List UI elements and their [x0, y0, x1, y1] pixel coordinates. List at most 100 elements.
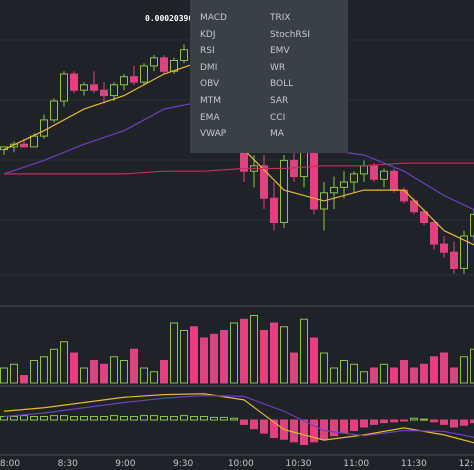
macd-bar [410, 417, 418, 421]
candle-body [20, 143, 28, 148]
time-label: 11:30 [401, 459, 427, 469]
volume-bar [110, 356, 118, 384]
macd-bar [70, 416, 78, 421]
menu-item[interactable]: StochRSI [270, 29, 311, 40]
menu-item[interactable]: MTM [200, 96, 222, 106]
candle-body [90, 84, 98, 91]
candle-body [80, 84, 88, 91]
menu-item[interactable]: MA [270, 129, 284, 140]
menu-item[interactable]: EMV [270, 46, 290, 57]
volume-bar [20, 375, 28, 384]
volume-bar [180, 330, 188, 384]
volume-bar [10, 363, 18, 384]
volume-bar [50, 348, 58, 384]
macd-bar [440, 419, 448, 425]
volume-bar [90, 360, 98, 384]
macd-bar [10, 416, 18, 421]
menu-item[interactable]: OBV [200, 79, 220, 90]
macd-bar [250, 419, 258, 430]
macd-bar [240, 419, 248, 425]
menu-item[interactable]: VWAP [200, 129, 227, 140]
macd-bar [260, 419, 268, 434]
macd-bar [130, 416, 138, 421]
volume-bar [240, 318, 248, 384]
macd-bar [450, 419, 458, 428]
candle-body [370, 165, 378, 180]
menu-item[interactable]: TRIX [270, 13, 291, 23]
time-label: 11:00 [343, 459, 369, 469]
volume-bar [360, 371, 368, 384]
macd-bar [150, 415, 158, 421]
menu-item[interactable]: MACD [200, 13, 227, 23]
time-label: 8:30 [58, 459, 78, 469]
macd-bar [360, 419, 368, 428]
volume-bar [390, 367, 398, 384]
macd-bar [20, 415, 28, 421]
volume-bar [440, 352, 448, 384]
candle-body [460, 235, 468, 269]
menu-item[interactable]: BOLL [270, 79, 294, 90]
macd-bar [80, 416, 88, 421]
macd-bar [310, 419, 318, 443]
macd-bar [390, 419, 398, 423]
volume-bar [410, 367, 418, 384]
menu-item[interactable]: WR [270, 62, 286, 73]
volume-bar [200, 337, 208, 384]
menu-item[interactable]: CCI [270, 112, 286, 123]
time-label: 10:00 [228, 459, 254, 469]
macd-bar [210, 416, 218, 421]
volume-bar [270, 322, 278, 384]
grid [0, 39, 474, 276]
candle-body [160, 57, 168, 72]
macd-bar [200, 416, 208, 421]
volume-bar [120, 360, 128, 384]
macd-bar [170, 416, 178, 421]
candle-body [390, 170, 398, 191]
candle-body [450, 251, 458, 269]
candle-body [270, 197, 278, 223]
candle-body [10, 143, 18, 148]
volume-bar [230, 322, 238, 384]
menu-item[interactable]: RSI [200, 46, 215, 57]
candle-body [30, 135, 38, 148]
volume-bar [60, 341, 68, 384]
menu-item[interactable]: SAR [270, 96, 289, 106]
volume-bar [40, 356, 48, 384]
volume-bar [160, 360, 168, 384]
menu-item[interactable]: DMI [200, 62, 218, 73]
macd-bar [320, 419, 328, 440]
candle-body [40, 119, 48, 137]
macd-bar [300, 419, 308, 445]
volume-bar [370, 367, 378, 384]
macd-bar [0, 416, 8, 421]
macd-bar [350, 419, 358, 431]
candle-body [400, 189, 408, 202]
volume-bar [100, 363, 108, 384]
volume-bar [450, 367, 458, 384]
macd-bar [50, 415, 58, 421]
volume-bar [400, 360, 408, 384]
volume-bar [430, 356, 438, 384]
menu-item[interactable]: KDJ [200, 29, 216, 40]
volume-bar [460, 356, 468, 384]
candle-body [350, 173, 358, 183]
macd-bar [400, 419, 408, 422]
volume-bar [80, 367, 88, 384]
volume-bar [340, 360, 348, 384]
macd-line [3, 393, 474, 444]
candle-body [430, 222, 438, 245]
candle-body [130, 76, 138, 83]
candle-body [380, 170, 388, 180]
volume-bar [210, 333, 218, 384]
volume-bar [300, 318, 308, 384]
macd-bar [100, 416, 108, 421]
candle-body [150, 57, 158, 67]
time-label: 9:00 [115, 459, 135, 469]
menu-item[interactable]: EMA [200, 112, 220, 123]
candle-body [360, 165, 368, 175]
candle-body [50, 100, 58, 121]
macd-bar [120, 416, 128, 421]
volume-bar [280, 326, 288, 384]
candle-body [260, 165, 268, 199]
